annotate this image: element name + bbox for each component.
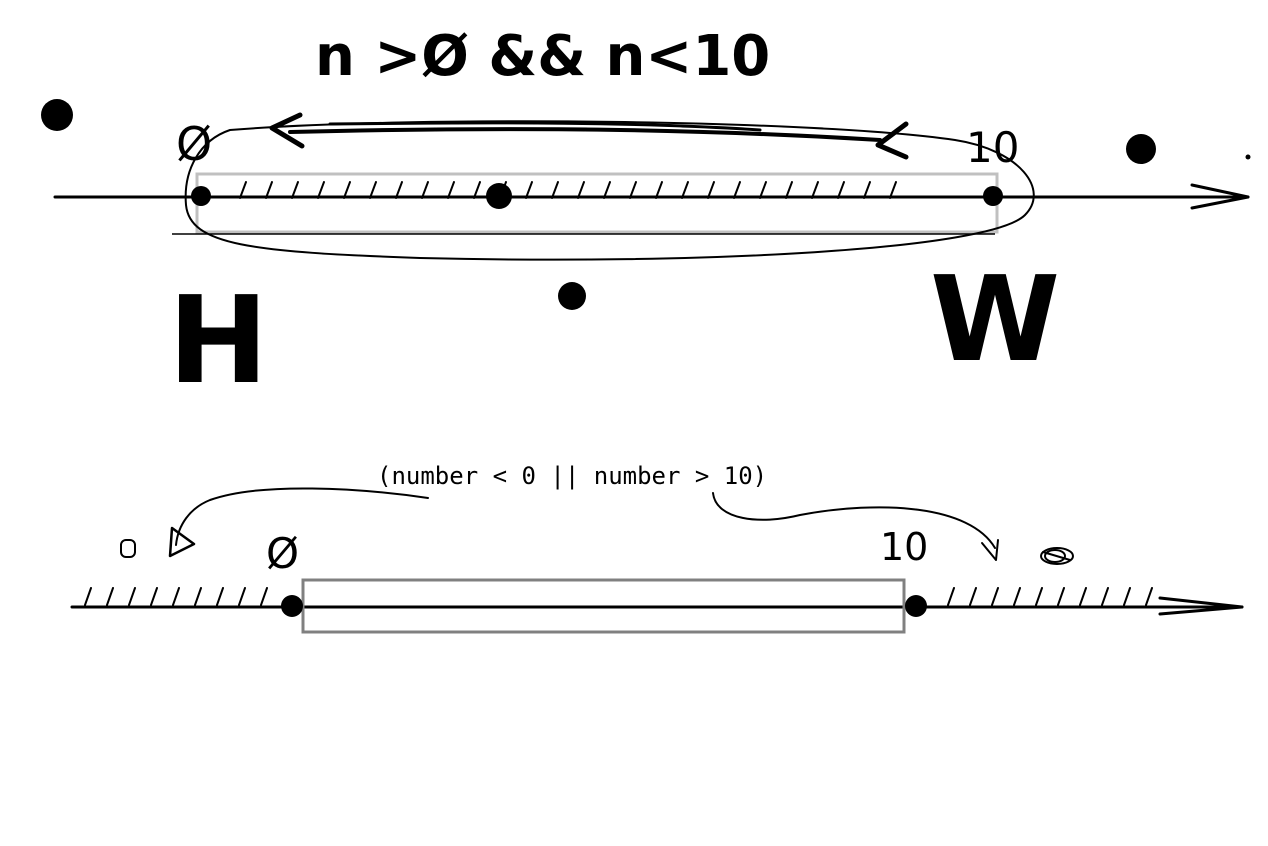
top-left-letter: H: [168, 272, 268, 411]
top-condition-label: n >Ø && n<10: [315, 24, 770, 89]
bottom-right-scribble: [1040, 547, 1074, 565]
top-stray-dot-right: [1126, 134, 1156, 164]
top-left-endpoint: [191, 186, 211, 206]
top-stray-dot-left: [41, 99, 73, 131]
bottom-right-endpoint: [905, 595, 927, 617]
top-axis-arrowhead: [1190, 183, 1250, 210]
bottom-diagram: (number < 0 || number > 10) Ø 10: [70, 462, 1244, 634]
bottom-left-endpoint: [281, 595, 303, 617]
top-direction-stroke: [288, 127, 882, 142]
bottom-left-pointer-curve: [175, 487, 429, 546]
bottom-left-tick-label: Ø: [266, 529, 299, 578]
bottom-condition-label: (number < 0 || number > 10): [377, 462, 767, 490]
top-direction-stroke-2: [328, 121, 762, 132]
bottom-left-scribble: [120, 539, 136, 558]
bottom-left-hatching: [84, 587, 268, 606]
bottom-right-pointer-head: [981, 539, 999, 561]
top-left-tick-label: Ø: [176, 117, 212, 171]
bottom-left-pointer-head: [168, 526, 196, 558]
top-stray-dot-below: [558, 282, 586, 310]
top-diagram: n >Ø && n<10 Ø 10 H W: [41, 24, 1251, 411]
bottom-right-tick-label: 10: [880, 525, 928, 569]
bottom-axis-arrowhead: [1158, 596, 1244, 616]
top-direction-arrow-right: [875, 121, 909, 160]
bottom-right-pointer-curve: [712, 492, 996, 549]
top-hatching: [239, 181, 897, 199]
top-middle-dot: [486, 183, 512, 209]
top-direction-arrow-left: [269, 112, 305, 149]
bottom-right-hatching: [947, 587, 1153, 606]
top-stray-dot-small: [1245, 154, 1251, 160]
top-lasso-loop: [184, 120, 1035, 261]
top-right-letter: W: [930, 250, 1060, 388]
top-right-tick-label: 10: [966, 123, 1019, 172]
top-interval-box: [195, 172, 999, 234]
top-right-endpoint: [983, 186, 1003, 206]
